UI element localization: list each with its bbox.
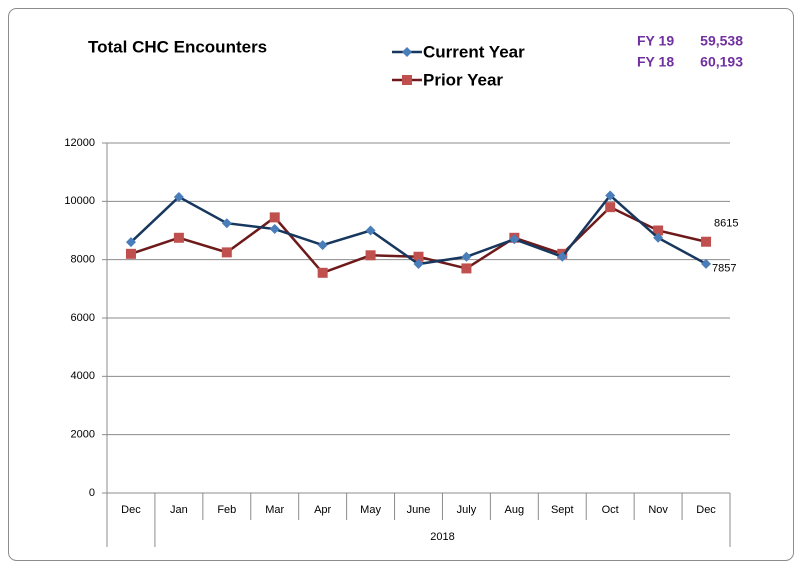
- data-point: [413, 259, 424, 270]
- data-point: [653, 232, 664, 243]
- data-point: [173, 232, 184, 243]
- x-tick-label: Aug: [505, 504, 525, 516]
- y-tick-label: 8000: [71, 254, 95, 266]
- x-tick-label: Oct: [602, 504, 619, 516]
- data-point: [701, 258, 712, 269]
- data-point: [605, 202, 616, 213]
- y-tick-label: 2000: [71, 429, 95, 441]
- data-point: [701, 236, 712, 247]
- total-label: FY 19: [637, 33, 674, 49]
- data-point: [269, 212, 280, 223]
- data-point: [125, 248, 136, 259]
- group-label: 2018: [430, 531, 454, 543]
- data-point: [365, 225, 376, 236]
- legend-marker: [402, 75, 412, 85]
- legend-label: Prior Year: [423, 70, 503, 89]
- x-tick-label: Apr: [314, 504, 331, 516]
- x-tick-label: May: [360, 504, 381, 516]
- data-label: 8615: [714, 218, 738, 230]
- data-point: [413, 251, 424, 262]
- x-tick-label: July: [457, 504, 477, 516]
- x-tick-label: Dec: [696, 504, 716, 516]
- chart-frame: [8, 8, 794, 561]
- data-point: [125, 237, 136, 248]
- total-value: 60,193: [700, 54, 743, 70]
- x-tick-label: Nov: [648, 504, 668, 516]
- data-point: [317, 267, 328, 278]
- y-tick-label: 12000: [64, 137, 95, 149]
- data-point: [461, 251, 472, 262]
- legend-label: Current Year: [423, 42, 525, 61]
- data-point: [173, 191, 184, 202]
- x-tick-label: Mar: [265, 504, 284, 516]
- y-tick-label: 0: [89, 487, 95, 499]
- y-tick-label: 4000: [71, 370, 95, 382]
- data-point: [317, 240, 328, 251]
- data-point: [269, 224, 280, 235]
- data-point: [605, 190, 616, 201]
- y-tick-label: 10000: [64, 195, 95, 207]
- data-point: [365, 250, 376, 261]
- data-point: [221, 218, 232, 229]
- data-point: [653, 225, 664, 236]
- data-point: [221, 247, 232, 258]
- data-point: [509, 234, 520, 245]
- x-tick-label: June: [407, 504, 431, 516]
- data-label: 7857: [712, 263, 736, 275]
- total-value: 59,538: [700, 33, 743, 49]
- total-label: FY 18: [637, 54, 674, 70]
- x-tick-label: Dec: [121, 504, 141, 516]
- legend-marker: [402, 47, 412, 57]
- y-tick-label: 6000: [71, 312, 95, 324]
- x-tick-label: Jan: [170, 504, 188, 516]
- x-tick-label: Sept: [551, 504, 574, 516]
- chart-title: Total CHC Encounters: [88, 37, 267, 56]
- data-point: [461, 263, 472, 274]
- data-point: [557, 251, 568, 262]
- x-tick-label: Feb: [217, 504, 236, 516]
